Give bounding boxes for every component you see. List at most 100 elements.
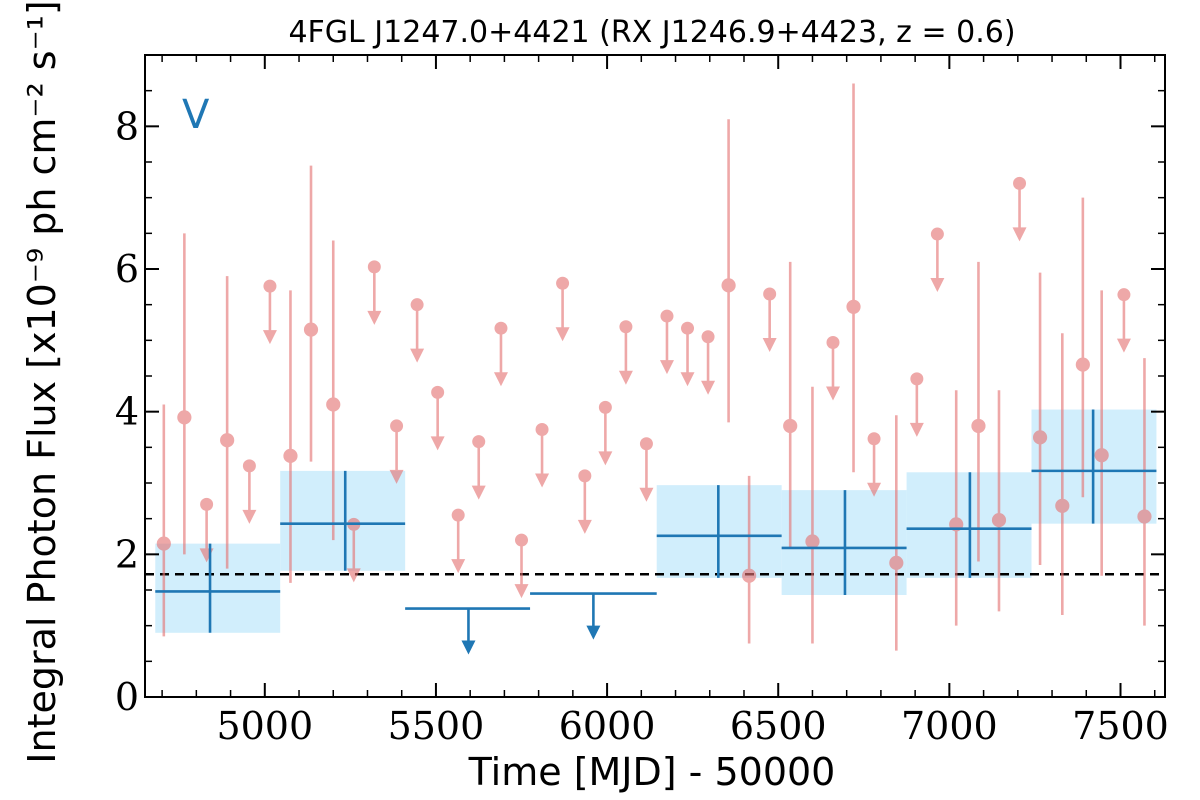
- fine-data-point: [326, 397, 341, 412]
- x-tick-label: 5000: [216, 704, 313, 748]
- fine-upper-limit: [535, 423, 550, 488]
- fine-data-point: [1094, 448, 1109, 463]
- fine-data-point: [177, 410, 192, 425]
- coarse-bin-band: [155, 543, 281, 633]
- fine-data-point: [721, 278, 736, 293]
- fine-bin-point: [1032, 272, 1048, 566]
- fine-data-point: [805, 534, 820, 549]
- fine-data-point: [283, 448, 298, 463]
- plot-area-border: [144, 54, 1166, 698]
- fine-upper-limit: [451, 508, 466, 574]
- y-tick-label: 4: [115, 390, 139, 434]
- plot-frame: [144, 54, 1166, 698]
- fine-upper-limit: [1116, 288, 1131, 353]
- fine-limit-arrowhead: [389, 469, 404, 484]
- fine-upper-limit: [701, 330, 716, 395]
- y-tick-label: 6: [115, 247, 139, 291]
- fine-bin-point: [742, 475, 757, 644]
- y-tick-label: 2: [115, 532, 139, 576]
- fine-limit-arrowhead: [618, 370, 633, 385]
- fine-limit-arrowhead: [867, 482, 882, 497]
- y-tick-label: 0: [115, 675, 139, 719]
- fine-upper-limit: [514, 533, 529, 599]
- fine-bin-point: [1055, 333, 1070, 615]
- x-tick-label: 7000: [901, 704, 998, 748]
- fine-upper-limit: [659, 309, 674, 375]
- coarse-bin-point: [155, 543, 281, 633]
- x-tick-label: 5500: [388, 704, 485, 748]
- fine-limit-arrowhead: [825, 386, 840, 401]
- fine-upper-limit: [639, 437, 654, 502]
- x-axis-label: Time [MJD] - 50000: [468, 750, 836, 794]
- coarse-upper-limit: [530, 592, 657, 640]
- fine-bin-point: [721, 119, 736, 423]
- x-tick-label: 6500: [730, 704, 827, 748]
- fine-data-point: [846, 299, 861, 314]
- fine-data-point: [783, 418, 798, 434]
- fine-limit-arrowhead: [242, 509, 257, 524]
- fine-data-point: [971, 418, 986, 434]
- fine-upper-limit: [367, 260, 382, 325]
- chart-title: 4FGL J1247.0+4421 (RX J1246.9+4423, z = …: [288, 15, 1015, 50]
- fine-upper-limit: [762, 287, 777, 352]
- fine-upper-limit: [262, 279, 277, 345]
- fine-upper-limit: [410, 298, 425, 363]
- coarse-bin-bands: [155, 409, 1157, 633]
- fine-bin-point: [805, 386, 820, 644]
- fine-limit-arrowhead: [1012, 227, 1027, 242]
- coarse-bin-point: [280, 470, 406, 571]
- fine-upper-limit: [867, 432, 882, 497]
- fine-data-point: [991, 512, 1007, 528]
- fine-bin-point: [220, 276, 235, 569]
- fine-limit-arrowhead: [262, 330, 277, 345]
- fine-bin-layer: [156, 83, 1152, 651]
- coarse-upper-limit: [405, 607, 531, 655]
- fine-upper-limit: [598, 400, 613, 466]
- fine-limit-arrowhead: [367, 310, 382, 325]
- fine-bin-point: [971, 261, 986, 562]
- fine-limit-arrowhead: [598, 451, 613, 466]
- coarse-limit-arrowhead: [586, 625, 601, 640]
- coarse-limit-arrowhead: [461, 640, 476, 655]
- fine-data-point: [742, 568, 757, 583]
- fine-bin-point: [783, 261, 798, 548]
- coarse-bin-point: [1031, 409, 1157, 524]
- x-tick-label: 7500: [1072, 704, 1169, 748]
- fine-limit-arrowhead: [346, 568, 361, 583]
- fine-limit-arrowhead: [577, 519, 592, 534]
- coarse-bin-point: [656, 485, 782, 578]
- fine-data-point: [1137, 509, 1152, 524]
- fine-limit-arrowhead: [471, 485, 486, 500]
- fine-limit-arrowhead: [701, 380, 716, 395]
- fine-limit-arrowhead: [451, 559, 466, 574]
- fine-data-point: [220, 433, 235, 448]
- fine-upper-limit: [618, 320, 633, 385]
- fine-limit-arrowhead: [410, 348, 425, 363]
- fine-bin-point: [1137, 358, 1152, 626]
- coarse-bin-point: [906, 472, 1032, 578]
- x-tick-label: 6000: [559, 704, 656, 748]
- coarse-bin-band: [280, 470, 406, 571]
- fine-limit-arrowhead: [639, 487, 654, 502]
- fine-upper-limit: [825, 335, 840, 401]
- fine-bin-point: [156, 404, 171, 637]
- fine-limit-arrowhead: [659, 360, 674, 375]
- fine-bin-point: [177, 233, 192, 555]
- fine-data-point: [1055, 498, 1070, 513]
- fine-bin-point: [991, 390, 1007, 612]
- fine-bin-point: [1075, 197, 1090, 498]
- fine-data-point: [303, 322, 319, 337]
- fine-limit-arrowhead: [762, 337, 777, 352]
- fine-limit-arrowhead: [930, 278, 945, 293]
- fine-upper-limit: [930, 227, 945, 293]
- fine-upper-limit: [430, 385, 445, 451]
- fine-limit-arrowhead: [555, 327, 570, 342]
- fine-data-point: [1032, 430, 1048, 445]
- fine-upper-limit: [680, 321, 695, 387]
- fine-limit-arrowhead: [514, 584, 529, 599]
- fine-upper-limit: [389, 419, 404, 484]
- fine-bin-point: [846, 83, 861, 473]
- fine-data-point: [1075, 357, 1090, 372]
- fine-data-point: [156, 536, 171, 551]
- fine-upper-limit: [1012, 176, 1027, 242]
